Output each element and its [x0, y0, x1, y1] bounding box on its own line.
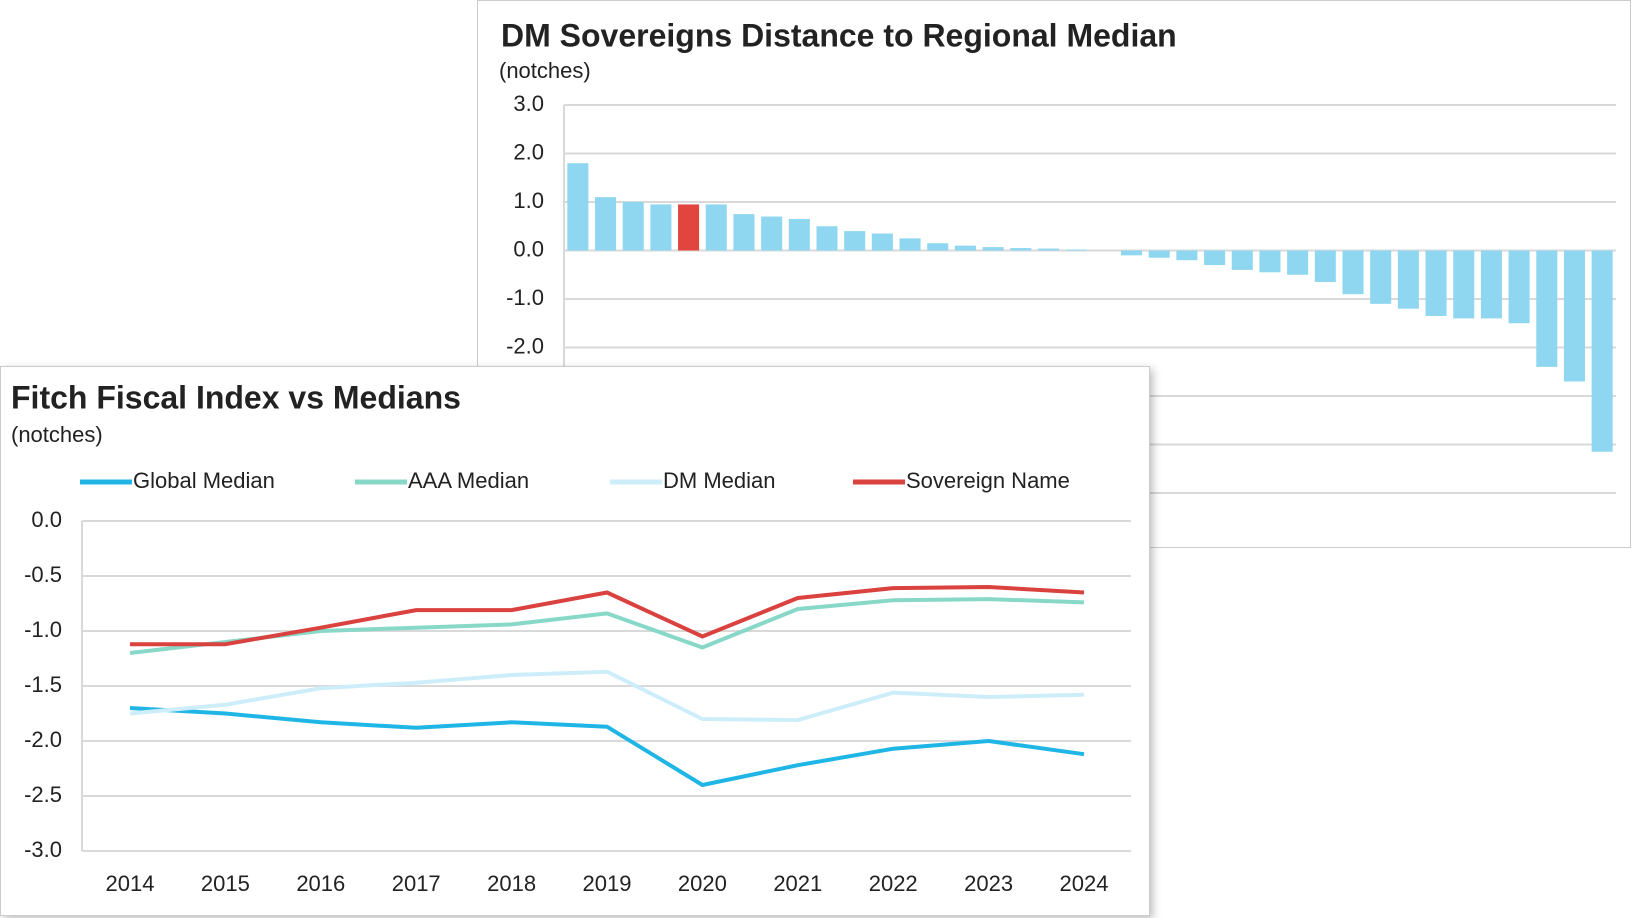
- bar: [982, 247, 1004, 251]
- bar: [1508, 250, 1530, 324]
- legend-label: Sovereign Name: [906, 468, 1070, 493]
- y-tick-label: -2.0: [24, 727, 62, 752]
- bar: [1563, 250, 1585, 382]
- x-tick-label: 2021: [773, 871, 822, 896]
- y-tick-label: 1.0: [513, 188, 544, 213]
- bar: [1121, 250, 1143, 256]
- bar: [788, 218, 810, 251]
- y-tick-label: -1.0: [506, 285, 544, 310]
- series-line: [129, 669, 1085, 723]
- chart-subtitle: (notches): [499, 58, 591, 83]
- bar: [1314, 250, 1336, 283]
- bar: [761, 216, 783, 251]
- y-tick-label: 0.0: [513, 236, 544, 261]
- x-tick-label: 2018: [487, 871, 536, 896]
- x-tick-label: 2024: [1060, 871, 1109, 896]
- line-chart: Fitch Fiscal Index vs Medians (notches) …: [0, 366, 1150, 916]
- series-line: [130, 585, 1085, 647]
- x-tick-label: 2020: [678, 871, 727, 896]
- bar: [1591, 250, 1613, 452]
- bar: [1148, 250, 1170, 258]
- bar: [1536, 250, 1558, 367]
- bar: [1370, 250, 1392, 304]
- bar: [1397, 250, 1419, 309]
- x-tick-label: 2015: [201, 871, 250, 896]
- series-line: [129, 706, 1085, 787]
- bar: [1010, 248, 1032, 251]
- chart-subtitle: (notches): [11, 422, 103, 447]
- y-tick-label: -0.5: [24, 562, 62, 587]
- y-tick-label: -1.0: [24, 617, 62, 642]
- bar: [1065, 249, 1087, 251]
- chart-title: Fitch Fiscal Index vs Medians: [11, 379, 461, 415]
- bar: [1287, 250, 1309, 275]
- y-tick-label: 0.0: [31, 507, 62, 532]
- bar: [927, 243, 949, 251]
- bar: [816, 226, 838, 251]
- bar: [1425, 250, 1447, 316]
- bar: [650, 204, 672, 251]
- x-tick-label: 2014: [106, 871, 155, 896]
- bar: [871, 233, 893, 251]
- bar: [1259, 250, 1281, 273]
- chart-title: DM Sovereigns Distance to Regional Media…: [501, 17, 1177, 53]
- x-tick-label: 2016: [296, 871, 345, 896]
- bar: [844, 231, 866, 251]
- bar: [1037, 248, 1059, 251]
- bar: [1480, 250, 1502, 319]
- bar: [1204, 250, 1226, 266]
- y-tick-label: -2.0: [506, 333, 544, 358]
- bar: [954, 245, 976, 251]
- x-tick-label: 2023: [964, 871, 1013, 896]
- y-tick-label: 2.0: [513, 139, 544, 164]
- bar: [733, 214, 755, 251]
- bar: [1342, 250, 1364, 295]
- bar: [899, 238, 921, 251]
- bar: [622, 202, 644, 251]
- legend-label: Global Median: [133, 468, 275, 493]
- bar: [1231, 250, 1253, 270]
- bar: [595, 197, 617, 251]
- series-line: [129, 597, 1085, 655]
- y-tick-label: 3.0: [513, 91, 544, 116]
- bar: [1176, 250, 1198, 261]
- bar: [567, 163, 589, 251]
- bar: [1453, 250, 1475, 319]
- bar: [705, 204, 727, 251]
- bar: [678, 204, 700, 251]
- x-tick-label: 2019: [583, 871, 632, 896]
- y-tick-label: -3.0: [24, 837, 62, 862]
- y-tick-label: -1.5: [24, 672, 62, 697]
- y-tick-label: -2.5: [24, 782, 62, 807]
- legend-label: DM Median: [663, 468, 775, 493]
- x-tick-label: 2022: [869, 871, 918, 896]
- legend-label: AAA Median: [408, 468, 529, 493]
- x-tick-label: 2017: [392, 871, 441, 896]
